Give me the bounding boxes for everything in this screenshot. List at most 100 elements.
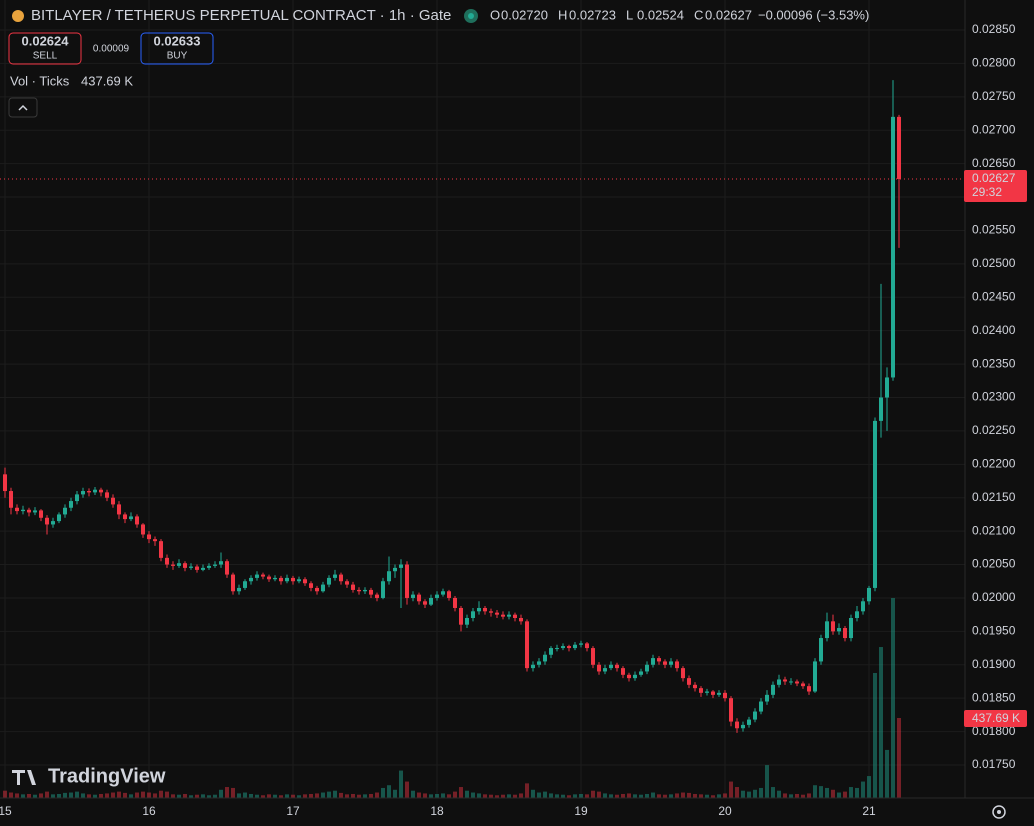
candle-body <box>339 574 343 582</box>
candle-body <box>177 563 181 566</box>
x-tick-label: 15 <box>0 804 12 818</box>
legend-value: 0.02524 <box>637 7 684 22</box>
volume-bar <box>135 792 139 798</box>
volume-bar <box>561 794 565 798</box>
volume-bar <box>819 786 823 798</box>
y-tick-label: 0.01950 <box>972 624 1016 638</box>
candle-body <box>423 601 427 605</box>
candle-body <box>417 594 421 602</box>
symbol-icon <box>12 10 24 22</box>
volume-bar <box>687 792 691 798</box>
volume-bar <box>579 793 583 798</box>
volume-bar <box>531 789 535 798</box>
candle-body <box>789 681 793 683</box>
candle-body <box>357 589 361 592</box>
volume-bar <box>879 647 883 798</box>
y-tick-label: 0.02150 <box>972 490 1016 504</box>
volume-bar <box>717 794 721 798</box>
volume-tag <box>964 710 1027 727</box>
candle-body <box>705 691 709 693</box>
candle-body <box>543 654 547 662</box>
volume-bar <box>357 794 361 798</box>
volume-bar <box>843 791 847 798</box>
candle-body <box>783 679 787 682</box>
candle-body <box>825 621 829 639</box>
volume-bar <box>639 794 643 798</box>
candle-body <box>375 594 379 598</box>
candle-body <box>699 688 703 693</box>
volume-bar <box>201 794 205 798</box>
volume-bar <box>369 793 373 798</box>
volume-bar <box>873 672 877 798</box>
volume-bar <box>219 789 223 798</box>
volume-bar <box>69 792 73 798</box>
volume-bar <box>411 790 415 798</box>
volume-bar <box>549 793 553 798</box>
volume-legend-value: 437.69 K <box>81 73 133 88</box>
candle-body <box>567 646 571 649</box>
buy-button[interactable] <box>140 32 214 65</box>
volume-bar <box>45 791 49 798</box>
volume-bar <box>789 794 793 798</box>
settings-icon[interactable] <box>992 805 1006 819</box>
volume-bar <box>765 765 769 798</box>
volume-bar <box>885 749 889 798</box>
volume-bar <box>171 794 175 798</box>
volume-bar <box>333 790 337 798</box>
candle-body <box>687 678 691 685</box>
candle-body <box>189 566 193 568</box>
spread: 0.00009 <box>93 44 130 55</box>
volume-bar <box>3 790 7 798</box>
volume-bar <box>39 793 43 798</box>
volume-bar <box>279 795 283 798</box>
candle-body <box>387 571 391 582</box>
sell-button[interactable] <box>8 32 82 65</box>
volume-bar <box>429 794 433 798</box>
volume-bar <box>669 794 673 798</box>
volume-bar <box>345 794 349 798</box>
candle-body <box>813 661 817 692</box>
volume-bar <box>441 793 445 798</box>
candle-body <box>9 491 13 508</box>
volume-bar <box>735 787 739 798</box>
volume-bar <box>27 793 31 798</box>
candle-body <box>675 661 679 669</box>
volume-bar <box>759 787 763 798</box>
candle-body <box>849 618 853 639</box>
candle-body <box>843 628 847 639</box>
volume-bar <box>285 794 289 798</box>
volume-bar <box>375 792 379 798</box>
candle-body <box>885 377 889 398</box>
volume-bar <box>339 792 343 798</box>
candle-body <box>393 567 397 572</box>
candle-body <box>105 492 109 498</box>
volume-bar <box>489 794 493 798</box>
volume-bar <box>159 790 163 798</box>
volume-bar <box>225 787 229 798</box>
y-tick-label: 0.02000 <box>972 590 1016 604</box>
volume-bar <box>861 781 865 798</box>
candle-body <box>837 628 841 632</box>
candle-body <box>183 563 187 568</box>
volume-bar <box>747 791 751 798</box>
volume-bar <box>651 792 655 798</box>
y-tick-label: 0.02700 <box>972 122 1016 136</box>
volume-bar <box>393 789 397 798</box>
ohlc-legend: O 0.02720 H 0.02723 L 0.02524 C 0.02627 −0.00096… <box>490 7 869 22</box>
volume-bar <box>447 794 451 798</box>
candle-body <box>717 692 721 695</box>
volume-bar <box>387 785 391 798</box>
volume-bar <box>315 793 319 798</box>
volume-bar <box>705 794 709 798</box>
candle-body <box>39 510 43 518</box>
volume-bar <box>801 794 805 798</box>
volume-bar <box>147 792 151 798</box>
volume-bar <box>267 794 271 798</box>
y-tick-label: 0.02850 <box>972 22 1016 36</box>
x-tick-label: 20 <box>718 804 732 818</box>
candle-body <box>873 420 877 588</box>
collapse-button[interactable] <box>8 97 38 118</box>
volume-bar <box>813 785 817 798</box>
candle-body <box>771 684 775 695</box>
candle-body <box>171 564 175 566</box>
